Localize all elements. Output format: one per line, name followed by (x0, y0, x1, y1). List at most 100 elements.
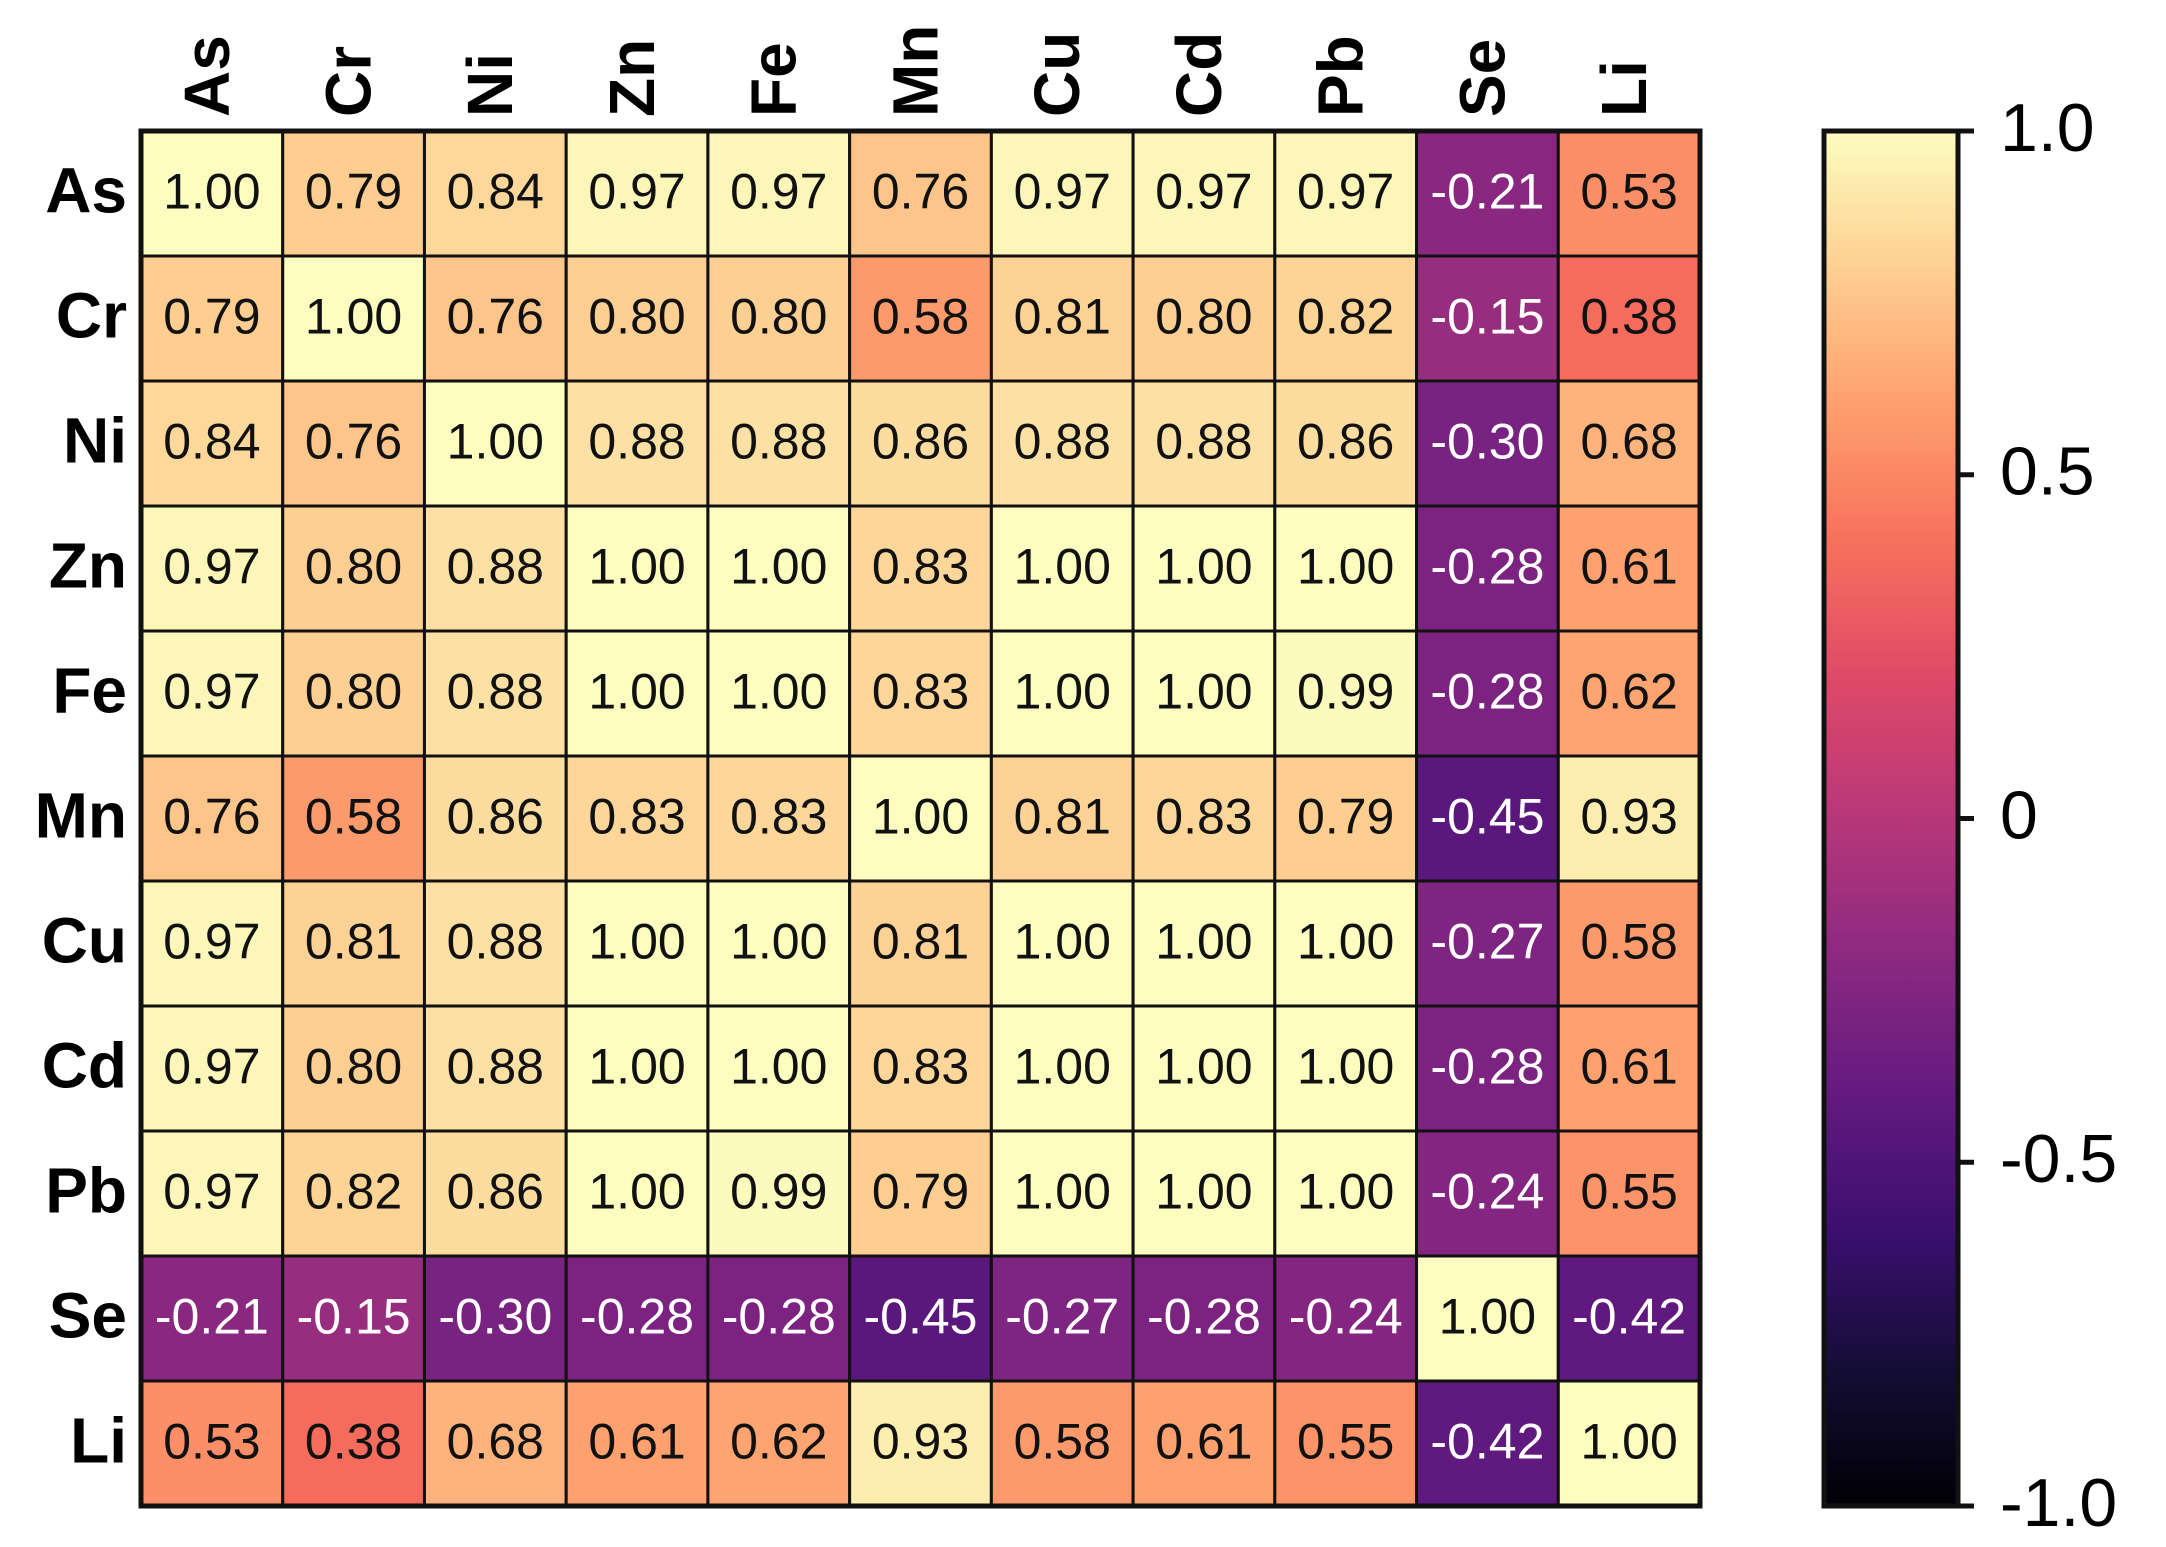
heatmap-cell (1415, 629, 1560, 758)
cell-label: 0.80 (305, 664, 402, 720)
y-tick-label: Ni (63, 404, 127, 476)
heatmap-cell (1415, 1004, 1560, 1133)
heatmap-cell (848, 754, 993, 883)
heatmap-cell (1273, 629, 1419, 758)
cell-label: 0.88 (588, 414, 685, 470)
cell-label: 0.76 (447, 289, 544, 345)
heatmap-cell (281, 129, 426, 258)
cell-label: 0.62 (730, 1414, 827, 1470)
cell-label: 0.80 (305, 539, 402, 595)
colorbar-tick-label: 0 (2000, 777, 2038, 853)
heatmap-cell (1415, 1379, 1560, 1508)
cell-label: 1.00 (730, 1039, 827, 1095)
cell-label: 0.82 (305, 1164, 402, 1220)
heatmap-cell (848, 1004, 993, 1133)
x-tick-label: As (171, 35, 243, 117)
y-tick-label: Cu (42, 904, 127, 976)
cell-label: 0.76 (163, 789, 260, 845)
cell-label: -0.30 (438, 1289, 552, 1345)
cell-label: 0.38 (1580, 289, 1677, 345)
y-tick-label: Zn (49, 529, 127, 601)
colorbar-tick-label: -1.0 (2000, 1465, 2117, 1541)
heatmap-cell (139, 629, 285, 758)
cell-label: 0.88 (447, 1039, 544, 1095)
cell-label: -0.15 (1430, 289, 1544, 345)
cell-label: 1.00 (588, 914, 685, 970)
cell-label: 1.00 (730, 664, 827, 720)
cell-label: 0.79 (163, 289, 260, 345)
cell-label: 0.58 (305, 789, 402, 845)
heatmap-cell (1273, 504, 1419, 633)
colorbar (1821, 128, 1961, 1509)
x-tick-label: Ni (454, 53, 526, 117)
cell-label: 1.00 (588, 539, 685, 595)
heatmap-cell (1556, 879, 1702, 1008)
cell-label: -0.21 (1430, 164, 1544, 220)
cell-label: 0.97 (163, 664, 260, 720)
cell-label: 0.61 (1580, 1039, 1677, 1095)
heatmap-cell (139, 379, 285, 508)
cell-label: 0.97 (730, 164, 827, 220)
heatmap-cell (422, 629, 568, 758)
cell-label: 0.83 (872, 1039, 969, 1095)
cell-label: 1.00 (1155, 1039, 1252, 1095)
cell-label: 0.97 (163, 1039, 260, 1095)
heatmap-cell (1131, 129, 1277, 258)
cell-label: 0.80 (305, 1039, 402, 1095)
y-tick-label: Pb (45, 1154, 127, 1226)
cell-label: 0.83 (1155, 789, 1252, 845)
cell-label: -0.27 (1430, 914, 1544, 970)
cell-label: 0.58 (1014, 1414, 1111, 1470)
heatmap-cell (989, 379, 1135, 508)
heatmap-cell (706, 629, 852, 758)
cell-label: 1.00 (1155, 539, 1252, 595)
x-tick-label: Cu (1021, 32, 1093, 117)
cell-label: -0.30 (1430, 414, 1544, 470)
cell-label: 1.00 (1155, 914, 1252, 970)
cell-label: 0.97 (588, 164, 685, 220)
cell-label: -0.42 (1572, 1289, 1686, 1345)
cell-label: 0.86 (1297, 414, 1394, 470)
cell-label: 0.99 (1297, 664, 1394, 720)
heatmap-cell (422, 1129, 568, 1258)
heatmap-cell (706, 1004, 852, 1133)
cell-label: 1.00 (730, 539, 827, 595)
heatmap-cell (1415, 1129, 1560, 1258)
cell-label: 0.58 (1580, 914, 1677, 970)
cell-label: -0.21 (155, 1289, 269, 1345)
cell-label: -0.27 (1005, 1289, 1119, 1345)
cell-label: 0.97 (163, 1164, 260, 1220)
cell-label: 0.79 (305, 164, 402, 220)
heatmap-cell (139, 129, 285, 258)
cell-label: 1.00 (588, 664, 685, 720)
x-tick-label: Mn (879, 25, 951, 117)
cell-label: 1.00 (305, 289, 402, 345)
heatmap-cell (1273, 754, 1419, 883)
cell-label: 0.81 (872, 914, 969, 970)
cell-label: 1.00 (1155, 664, 1252, 720)
cell-label: 0.97 (1297, 164, 1394, 220)
cell-label: 1.00 (1014, 1039, 1111, 1095)
heatmap-cell (422, 504, 568, 633)
heatmap-cell (1556, 629, 1702, 758)
cell-label: 1.00 (1297, 914, 1394, 970)
cell-label: 0.61 (588, 1414, 685, 1470)
cell-label: 1.00 (447, 414, 544, 470)
cell-label: 0.53 (163, 1414, 260, 1470)
cell-label: 1.00 (1014, 914, 1111, 970)
cell-label: 0.84 (163, 414, 260, 470)
cell-label: 0.84 (447, 164, 544, 220)
cell-label: 0.82 (1297, 289, 1394, 345)
heatmap-cell (848, 1254, 993, 1383)
heatmap-cell (1131, 254, 1277, 383)
cell-label: 0.55 (1580, 1164, 1677, 1220)
cell-label: -0.42 (1430, 1414, 1544, 1470)
cell-label: 1.00 (163, 164, 260, 220)
cell-label: 0.53 (1580, 164, 1677, 220)
cell-label: 0.81 (1014, 289, 1111, 345)
cell-label: 1.00 (1014, 664, 1111, 720)
heatmap-cell (1273, 879, 1419, 1008)
heatmap-cell (989, 254, 1135, 383)
heatmap-cell (1556, 1129, 1702, 1258)
